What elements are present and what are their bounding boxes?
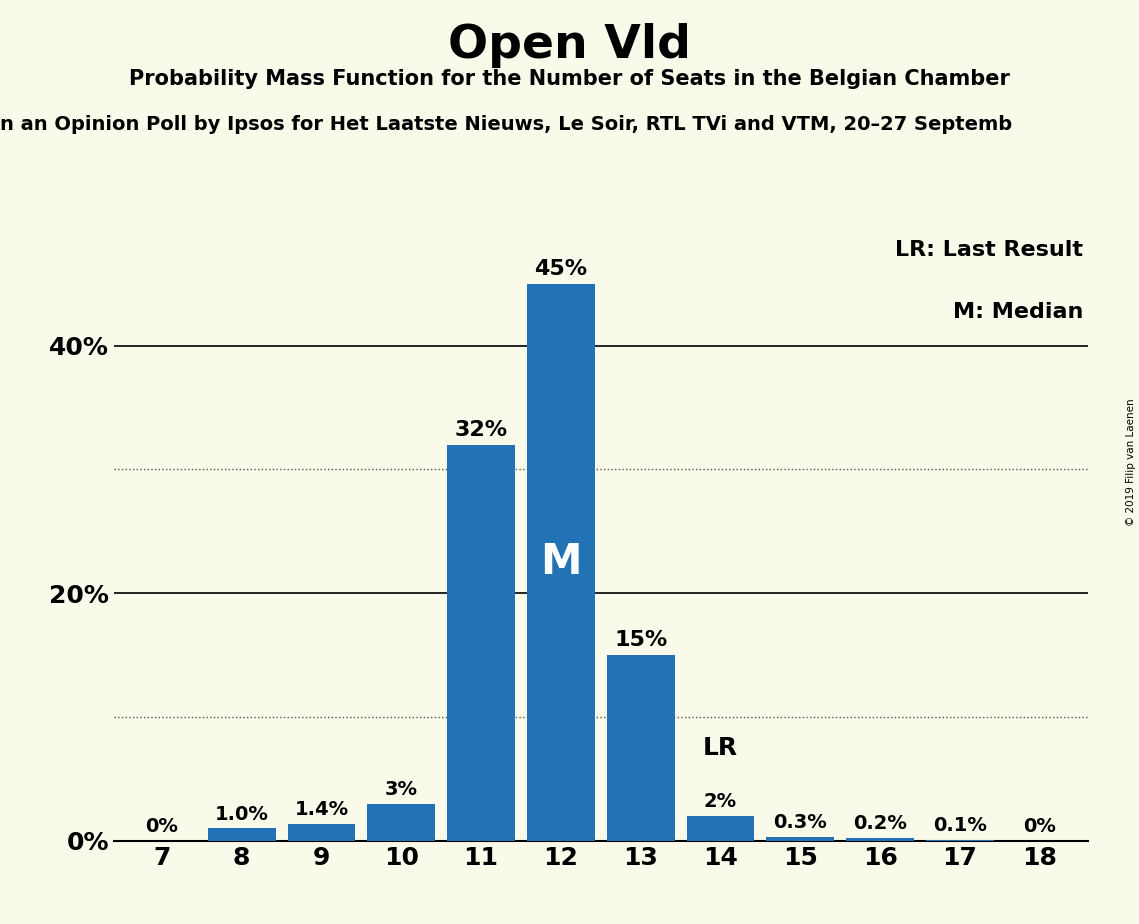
Text: 2%: 2% [704,792,737,811]
Text: © 2019 Filip van Laenen: © 2019 Filip van Laenen [1126,398,1136,526]
Text: Open Vld: Open Vld [448,23,691,68]
Text: 0.1%: 0.1% [933,816,988,834]
Text: LR: LR [703,736,738,760]
Text: Probability Mass Function for the Number of Seats in the Belgian Chamber: Probability Mass Function for the Number… [129,69,1010,90]
Bar [207,829,276,841]
Bar [368,804,435,841]
Text: 32%: 32% [454,419,508,440]
Bar [287,823,355,841]
Text: 45%: 45% [534,259,588,279]
Bar [527,284,595,841]
Bar [687,816,754,841]
Text: M: M [540,541,582,583]
Text: 1.0%: 1.0% [214,805,269,823]
Text: 15%: 15% [614,630,667,650]
Text: LR: Last Result: LR: Last Result [895,240,1083,261]
Text: M: Median: M: Median [952,302,1083,322]
Text: 0%: 0% [1024,817,1056,836]
Text: 0.2%: 0.2% [853,814,907,833]
Text: 0.3%: 0.3% [773,813,827,833]
Bar [846,838,915,841]
Bar [767,837,834,841]
Bar [926,840,994,841]
Bar [448,444,515,841]
Text: n an Opinion Poll by Ipsos for Het Laatste Nieuws, Le Soir, RTL TVi and VTM, 20–: n an Opinion Poll by Ipsos for Het Laats… [0,116,1013,135]
Text: 1.4%: 1.4% [294,799,349,819]
Text: 3%: 3% [385,780,418,798]
Bar [607,655,674,841]
Text: 0%: 0% [146,817,178,836]
